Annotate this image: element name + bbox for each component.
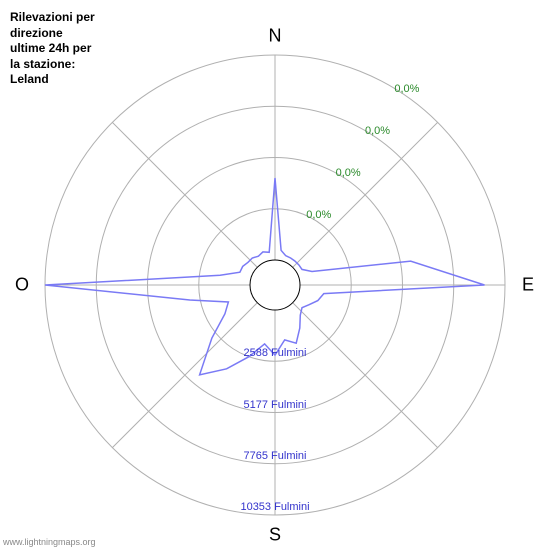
chart-title: Rilevazioni per direzione ultime 24h per…	[10, 10, 95, 88]
ring-label-blue: 2588 Fulmini	[244, 347, 307, 359]
ring-label-green: 0,0%	[365, 125, 390, 137]
credit-text: www.lightningmaps.org	[3, 537, 96, 547]
ring-label-green: 0,0%	[336, 167, 361, 179]
ring-label-blue: 7765 Fulmini	[244, 450, 307, 462]
compass-o: O	[15, 275, 29, 296]
ring-label-blue: 5177 Fulmini	[244, 399, 307, 411]
compass-s: S	[269, 525, 281, 546]
ring-label-blue: 10353 Fulmini	[240, 501, 309, 513]
ring-label-green: 0,0%	[394, 83, 419, 95]
compass-e: E	[522, 275, 534, 296]
compass-n: N	[269, 26, 282, 47]
ring-label-green: 0,0%	[306, 209, 331, 221]
